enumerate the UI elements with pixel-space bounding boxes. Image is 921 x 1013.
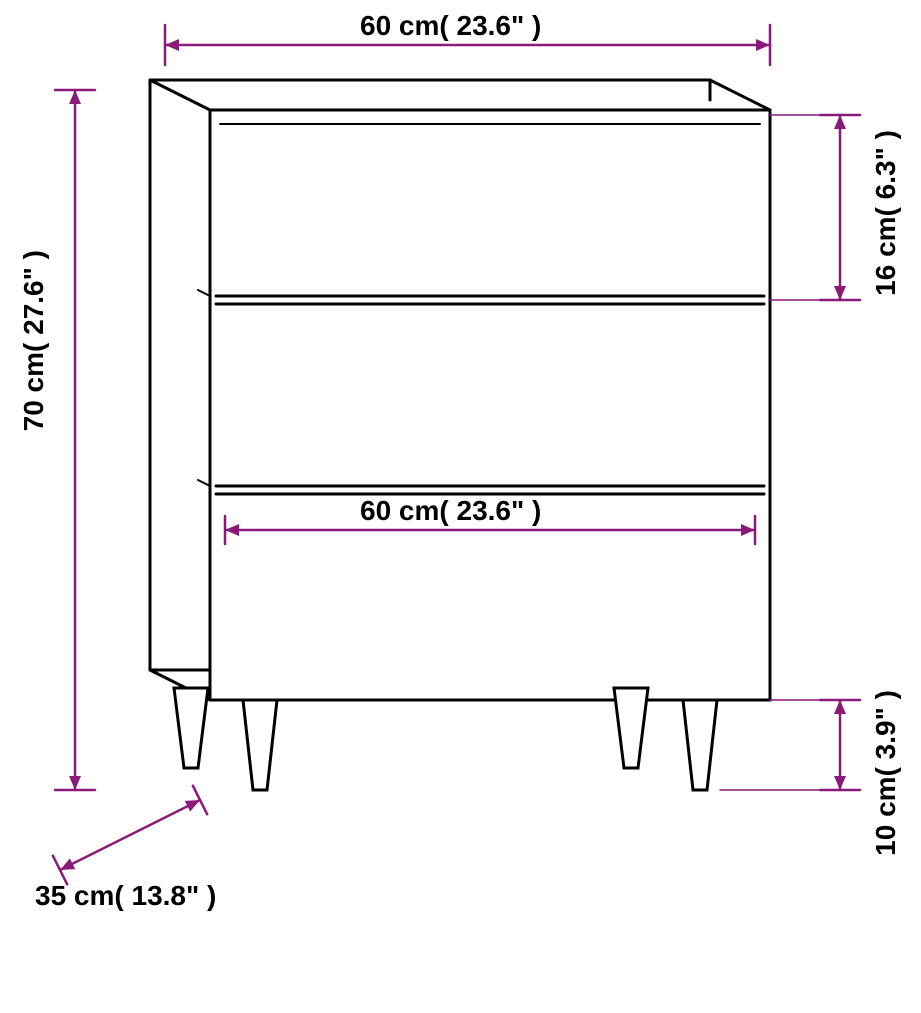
dim-top-label: 60 cm( 23.6" ) xyxy=(360,10,541,42)
dim-leg-label: 10 cm( 3.9" ) xyxy=(870,690,902,856)
dim-depth-label: 35 cm( 13.8" ) xyxy=(35,880,216,912)
dim-height-label: 70 cm( 27.6" ) xyxy=(18,250,50,431)
dim-inner-label: 60 cm( 23.6" ) xyxy=(360,495,541,527)
dim-drawer-label: 16 cm( 6.3" ) xyxy=(870,130,902,296)
diagram-stage: 60 cm( 23.6" ) 70 cm( 27.6" ) 35 cm( 13.… xyxy=(0,0,921,1013)
